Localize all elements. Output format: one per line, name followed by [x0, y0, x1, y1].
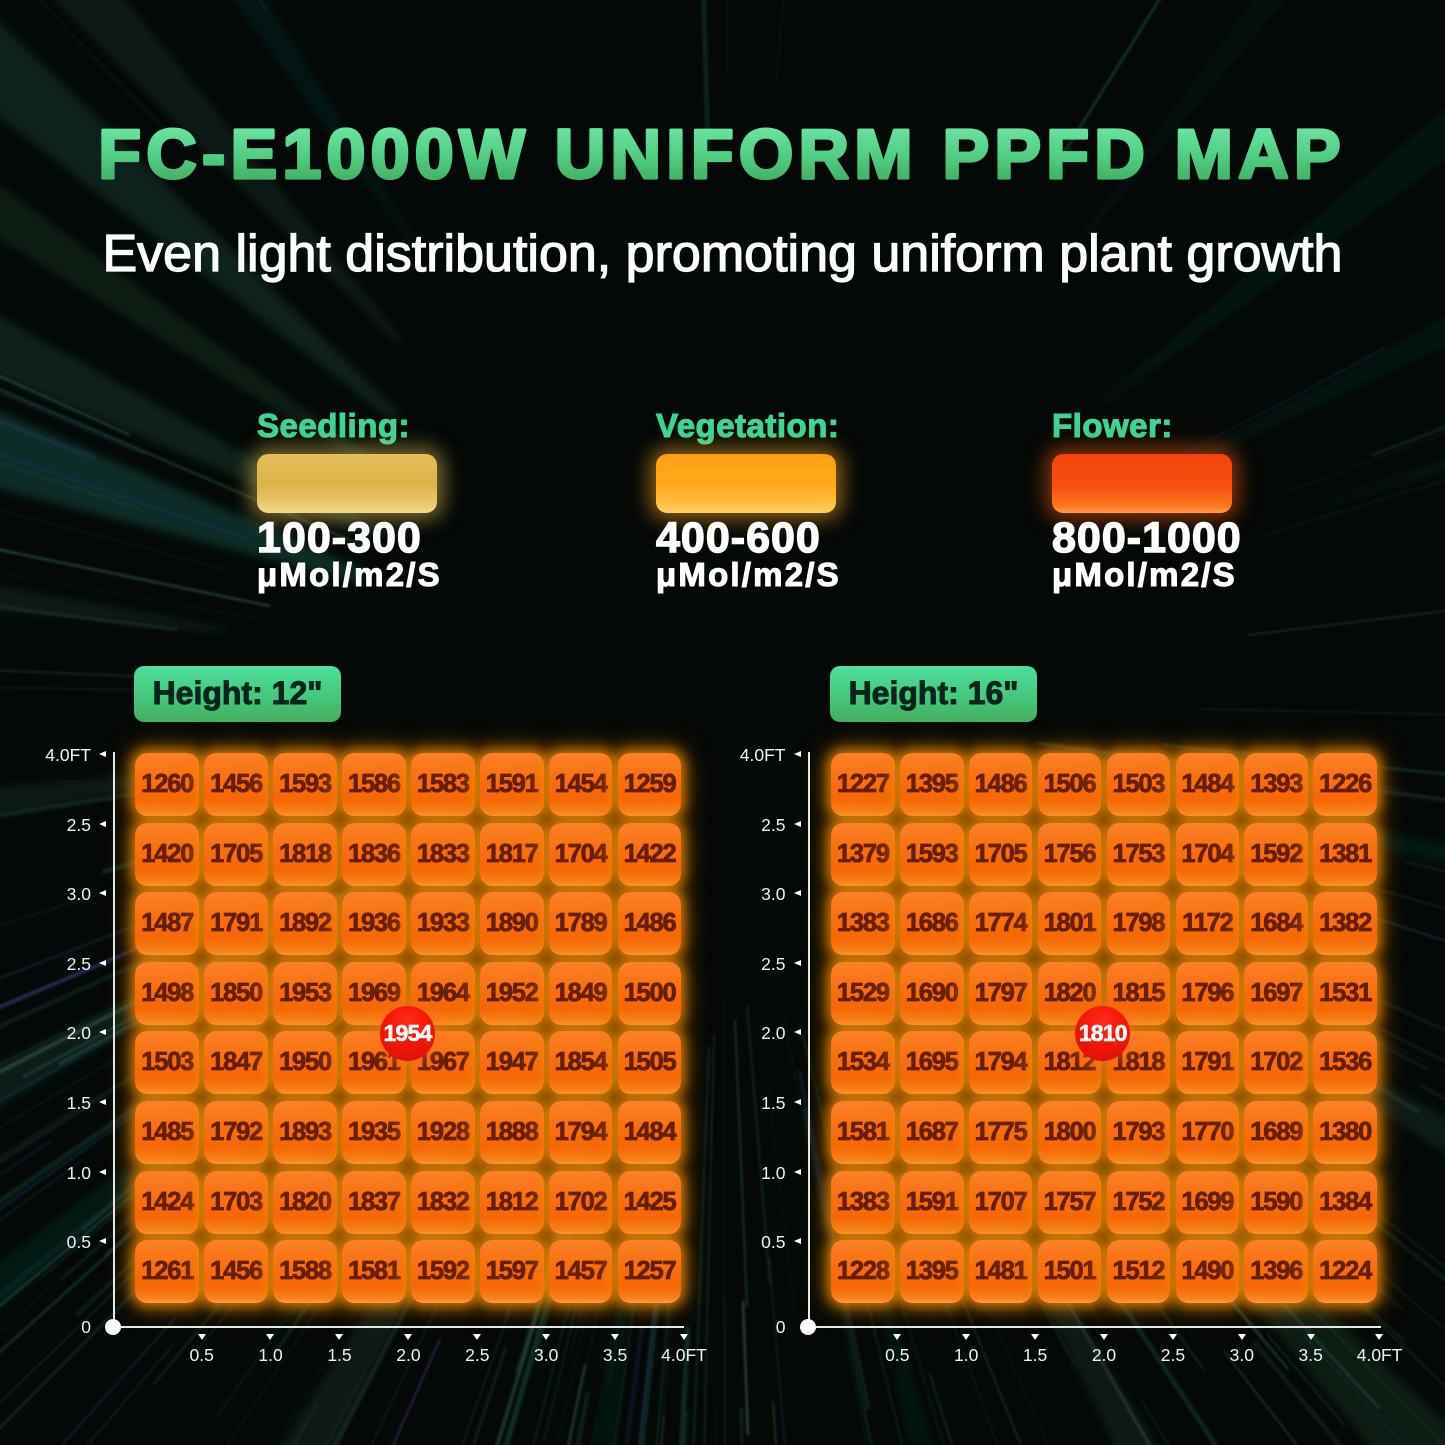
svg-text:FC-E1000W UNIFORM PPFD MAP: FC-E1000W UNIFORM PPFD MAP — [98, 115, 1346, 193]
